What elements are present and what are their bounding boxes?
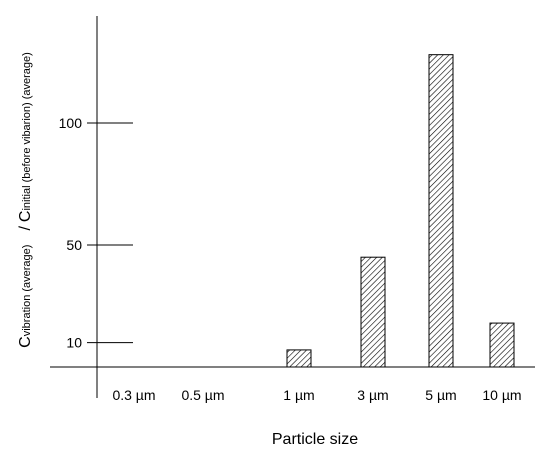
x-tick-label: 0.5 µm xyxy=(181,387,224,403)
x-axis-label: Particle size xyxy=(272,431,358,448)
y-tick-label: 10 xyxy=(66,335,82,351)
bar-3-m xyxy=(360,256,386,368)
x-axis-tick-labels: 0.3 µm 0.5 µm 1 µm 3 µm 5 µm 10 µm xyxy=(112,387,521,403)
chart-axes xyxy=(50,16,535,398)
y-axis-ticks: 10 50 100 xyxy=(59,115,133,351)
x-tick-label: 1 µm xyxy=(283,387,314,403)
y-axis-label: Cvibration (average)/Cinitial (before vi… xyxy=(17,52,34,348)
x-tick-label: 5 µm xyxy=(425,387,456,403)
x-tick-label: 3 µm xyxy=(357,387,388,403)
bar-1-m xyxy=(286,349,312,368)
bar-series xyxy=(286,54,515,368)
y-tick-label: 50 xyxy=(66,237,82,253)
svg-text:Cvibration (average)/Cinitial: Cvibration (average)/Cinitial (before vi… xyxy=(17,52,34,348)
x-tick-label: 10 µm xyxy=(482,387,521,403)
bar-10-m xyxy=(489,322,515,368)
x-tick-label: 0.3 µm xyxy=(112,387,155,403)
bar-5-m xyxy=(428,54,454,368)
y-tick-label: 100 xyxy=(59,115,83,131)
